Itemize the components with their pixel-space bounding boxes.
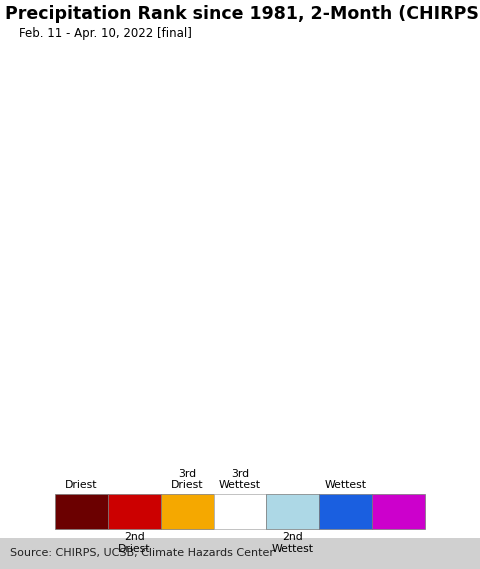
Bar (108, 493, 161, 529)
Bar (372, 493, 425, 529)
Bar (214, 493, 266, 529)
Text: 2nd
Wettest: 2nd Wettest (272, 533, 314, 554)
Text: Driest: Driest (65, 480, 98, 490)
Bar (161, 493, 214, 529)
Bar (266, 493, 319, 529)
Bar (55, 493, 108, 529)
Text: 3rd
Driest: 3rd Driest (171, 469, 204, 490)
Text: 2nd
Driest: 2nd Driest (118, 533, 151, 554)
Text: Wettest: Wettest (324, 480, 367, 490)
Bar (0, 538, 480, 569)
Text: Feb. 11 - Apr. 10, 2022 [final]: Feb. 11 - Apr. 10, 2022 [final] (19, 27, 192, 40)
Text: Precipitation Rank since 1981, 2-Month (CHIRPS): Precipitation Rank since 1981, 2-Month (… (5, 5, 480, 23)
Text: Source: CHIRPS, UCSB, Climate Hazards Center: Source: CHIRPS, UCSB, Climate Hazards Ce… (10, 549, 274, 558)
Text: 3rd
Wettest: 3rd Wettest (219, 469, 261, 490)
Bar (319, 493, 372, 529)
